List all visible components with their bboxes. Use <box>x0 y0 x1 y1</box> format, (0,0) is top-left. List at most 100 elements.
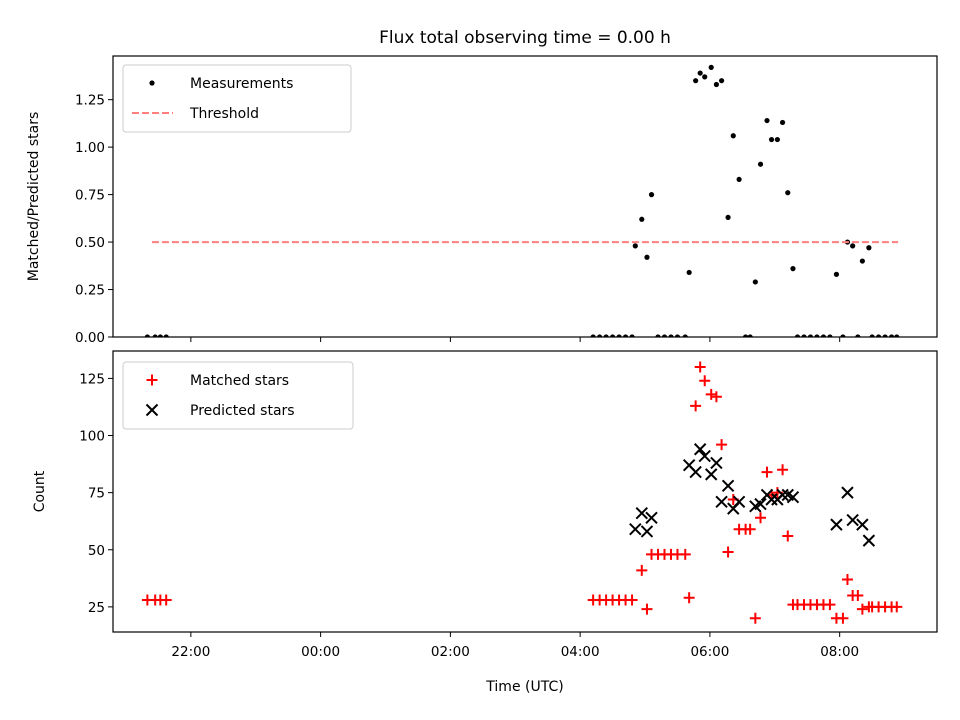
x-tick-label: 22:00 <box>171 644 210 660</box>
data-point <box>840 334 846 337</box>
data-point <box>765 493 778 506</box>
x-tick-label: 02:00 <box>431 644 470 660</box>
data-point <box>718 78 725 84</box>
data-point <box>785 190 791 196</box>
data-point <box>725 214 731 220</box>
data-point <box>622 334 629 337</box>
data-point <box>648 192 655 198</box>
y-tick-label: 100 <box>79 429 105 445</box>
data-point <box>157 334 163 337</box>
data-point <box>635 506 648 520</box>
data-point <box>801 334 807 337</box>
data-point <box>682 334 688 337</box>
legend-swatch <box>146 374 158 386</box>
legend-label: Threshold <box>189 106 259 122</box>
data-point <box>824 599 836 611</box>
data-point <box>820 334 827 337</box>
data-point <box>764 117 770 124</box>
data-point <box>710 456 723 470</box>
data-point <box>859 258 865 264</box>
data-point <box>152 334 158 337</box>
y-tick-label: 125 <box>79 371 105 387</box>
data-point <box>779 119 786 126</box>
plot-area <box>144 64 900 337</box>
data-point <box>786 491 800 504</box>
data-point <box>697 70 703 76</box>
data-point <box>749 612 761 624</box>
data-point <box>776 488 789 502</box>
data-point <box>782 530 794 542</box>
data-point <box>698 449 711 463</box>
legend-box <box>122 361 354 430</box>
data-point <box>790 266 796 272</box>
data-point <box>888 334 895 337</box>
data-point <box>705 468 718 481</box>
x-tick-label: 06:00 <box>690 644 729 660</box>
legend-label: Predicted stars <box>190 403 295 419</box>
data-point <box>866 245 872 251</box>
legend: Matched stars Predicted stars <box>122 361 354 430</box>
legend-swatch <box>145 403 159 417</box>
y-tick-label: 0.25 <box>75 283 105 299</box>
data-point <box>655 334 661 337</box>
x-axis-label: Time (UTC) <box>485 679 563 695</box>
data-point <box>713 81 720 88</box>
data-point <box>636 564 648 576</box>
data-point <box>732 495 746 508</box>
legend-swatch <box>149 80 155 86</box>
data-point <box>777 464 789 476</box>
plot-area <box>141 361 903 624</box>
data-point <box>679 548 691 560</box>
data-point <box>752 279 758 285</box>
data-point <box>761 466 773 478</box>
legend: Measurements Threshold <box>122 64 352 133</box>
data-point <box>794 334 801 337</box>
data-point <box>755 512 767 524</box>
data-point <box>894 334 900 337</box>
data-point <box>876 334 882 337</box>
legend-label: Measurements <box>190 76 293 92</box>
y-tick-label: 0.75 <box>75 188 105 204</box>
x-tick-label: 00:00 <box>301 644 340 660</box>
data-point <box>632 243 638 249</box>
bottom-panel: 22:00 00:00 02:00 04:00 06:00 08:00 25 50 75 100 1… <box>32 350 938 660</box>
data-point <box>597 334 603 337</box>
data-point <box>689 465 702 479</box>
data-point <box>640 525 654 538</box>
y-tick-label: 1.00 <box>75 140 105 156</box>
y-axis-label: Count <box>32 470 48 512</box>
data-point <box>702 74 708 80</box>
legend-box <box>122 64 352 133</box>
data-point <box>710 391 722 403</box>
x-tick-label: 04:00 <box>561 644 600 660</box>
data-point <box>827 334 833 337</box>
data-point <box>736 176 742 183</box>
data-point <box>661 334 668 337</box>
data-point <box>841 486 854 499</box>
data-point <box>742 334 749 337</box>
data-point <box>862 534 876 547</box>
data-point <box>814 334 820 337</box>
y-tick-label: 75 <box>88 486 105 502</box>
data-point <box>855 334 861 337</box>
data-point <box>163 334 169 337</box>
data-point <box>722 546 734 558</box>
data-point <box>616 334 622 337</box>
data-point <box>644 254 650 260</box>
data-point <box>882 334 888 337</box>
data-point <box>757 161 764 167</box>
data-point <box>850 243 856 249</box>
data-point <box>629 334 635 337</box>
data-point <box>856 518 869 531</box>
y-tick-label: 25 <box>88 600 105 616</box>
data-point <box>693 443 707 456</box>
data-point <box>837 612 849 624</box>
data-point <box>846 513 859 527</box>
data-point <box>694 361 706 373</box>
legend-label: Matched stars <box>190 373 289 389</box>
data-point <box>686 269 692 276</box>
data-point <box>674 334 681 337</box>
data-point <box>869 334 875 337</box>
y-tick-label: 50 <box>88 543 105 559</box>
data-point <box>754 497 767 511</box>
